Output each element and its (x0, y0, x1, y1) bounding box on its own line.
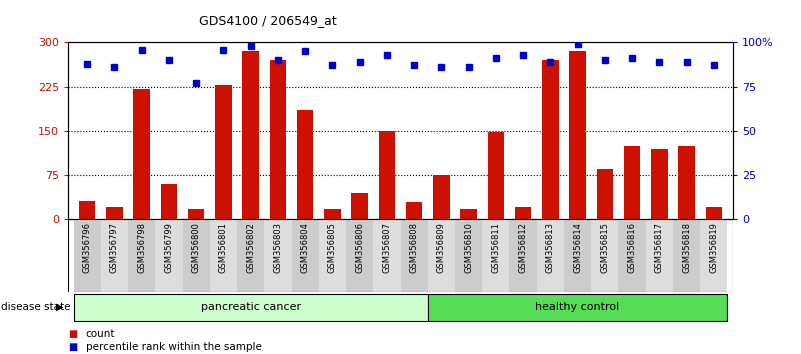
Text: ▶: ▶ (56, 302, 63, 312)
Bar (537, 219, 564, 292)
Bar (651, 149, 667, 219)
Bar (379, 131, 395, 219)
Text: GSM356811: GSM356811 (491, 222, 501, 273)
Bar (134, 88, 150, 219)
Text: GSM356810: GSM356810 (464, 222, 473, 273)
Text: GSM356817: GSM356817 (655, 222, 664, 273)
Text: GSM356799: GSM356799 (164, 222, 173, 273)
Text: GSM356816: GSM356816 (628, 222, 637, 273)
Bar (515, 206, 531, 219)
Text: GSM356796: GSM356796 (83, 222, 91, 273)
Text: GSM356800: GSM356800 (191, 222, 200, 273)
Text: percentile rank within the sample: percentile rank within the sample (86, 342, 262, 352)
Bar (183, 219, 210, 292)
Text: count: count (86, 329, 115, 339)
Text: GSM356801: GSM356801 (219, 222, 228, 273)
Bar (346, 219, 373, 292)
Bar (678, 146, 694, 219)
Text: GSM356803: GSM356803 (273, 222, 283, 273)
Bar (161, 184, 177, 219)
Text: GSM356807: GSM356807 (382, 222, 392, 273)
Bar (509, 219, 537, 292)
Bar (237, 219, 264, 292)
Text: healthy control: healthy control (536, 302, 620, 312)
Bar (297, 110, 313, 219)
Text: GSM356798: GSM356798 (137, 222, 146, 273)
Bar (79, 201, 95, 219)
Text: GSM356808: GSM356808 (409, 222, 419, 273)
Text: GSM356806: GSM356806 (355, 222, 364, 273)
Bar (406, 202, 422, 219)
Bar (482, 219, 509, 292)
Text: GDS4100 / 206549_at: GDS4100 / 206549_at (199, 14, 336, 27)
Bar (270, 60, 286, 219)
Text: GSM356805: GSM356805 (328, 222, 337, 273)
Bar (646, 219, 673, 292)
Bar (264, 219, 292, 292)
Bar (570, 51, 586, 219)
Text: GSM356812: GSM356812 (518, 222, 528, 273)
Text: GSM356802: GSM356802 (246, 222, 256, 273)
Bar (107, 206, 123, 219)
Bar (624, 146, 640, 219)
Bar (461, 209, 477, 219)
Bar (373, 219, 400, 292)
Bar (706, 206, 722, 219)
Text: GSM356814: GSM356814 (573, 222, 582, 273)
Bar (215, 85, 231, 219)
Text: GSM356804: GSM356804 (300, 222, 310, 273)
Bar (673, 219, 700, 292)
Bar (352, 193, 368, 219)
Bar (243, 51, 259, 219)
Bar (319, 219, 346, 292)
Bar (428, 219, 455, 292)
Text: ■: ■ (68, 329, 78, 339)
Bar (542, 60, 558, 219)
Bar (188, 209, 204, 219)
Bar (433, 175, 449, 219)
Bar (564, 219, 591, 292)
Text: pancreatic cancer: pancreatic cancer (200, 302, 300, 312)
Text: GSM356813: GSM356813 (545, 222, 555, 273)
Bar (455, 219, 482, 292)
Bar (428, 293, 727, 321)
Bar (597, 169, 613, 219)
Bar (324, 209, 340, 219)
Text: GSM356809: GSM356809 (437, 222, 446, 273)
Text: disease state: disease state (1, 302, 70, 312)
Bar (128, 219, 155, 292)
Text: GSM356818: GSM356818 (682, 222, 691, 273)
Text: GSM356797: GSM356797 (110, 222, 119, 273)
Text: GSM356815: GSM356815 (601, 222, 610, 273)
Bar (101, 219, 128, 292)
Bar (591, 219, 618, 292)
Text: GSM356819: GSM356819 (710, 222, 718, 273)
Bar (400, 219, 428, 292)
Bar (488, 132, 504, 219)
Bar (74, 293, 428, 321)
Bar (210, 219, 237, 292)
Text: ■: ■ (68, 342, 78, 352)
Bar (74, 219, 101, 292)
Bar (292, 219, 319, 292)
Bar (700, 219, 727, 292)
Bar (155, 219, 183, 292)
Bar (618, 219, 646, 292)
